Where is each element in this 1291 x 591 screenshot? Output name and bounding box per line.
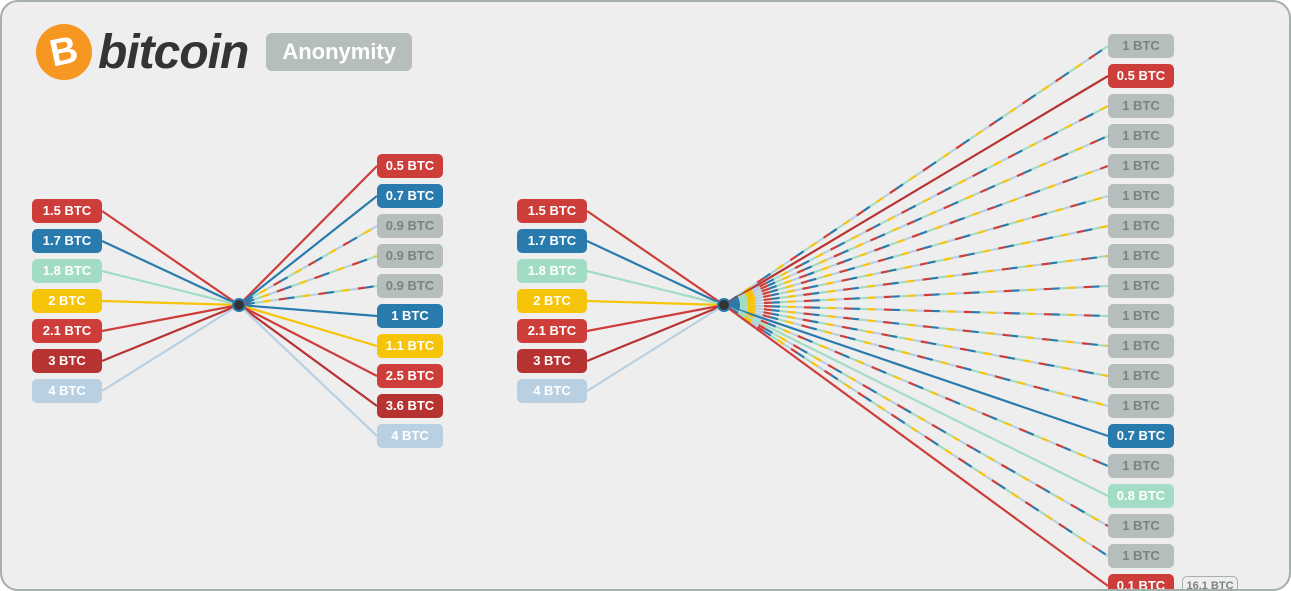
amount-pill: 1 BTC — [1108, 34, 1174, 58]
subtitle-badge: Anonymity — [266, 33, 412, 71]
amount-pill: 1.1 BTC — [377, 334, 443, 358]
amount-pill: 1 BTC — [1108, 514, 1174, 538]
amount-pill: 0.1 BTC — [1108, 574, 1174, 591]
amount-pill: 1 BTC — [1108, 244, 1174, 268]
amount-pill: 0.9 BTC — [377, 244, 443, 268]
amount-pill: 1 BTC — [1108, 274, 1174, 298]
amount-pill: 1.7 BTC — [32, 229, 102, 253]
amount-pill: 1 BTC — [1108, 94, 1174, 118]
amount-pill: 1 BTC — [1108, 214, 1174, 238]
amount-pill: 1.5 BTC — [32, 199, 102, 223]
mixing-node — [718, 299, 730, 311]
bitcoin-logo-glyph: B — [46, 28, 82, 76]
amount-pill: 1 BTC — [1108, 454, 1174, 478]
amount-pill: 3.6 BTC — [377, 394, 443, 418]
amount-pill: 3 BTC — [517, 349, 587, 373]
mixing-node — [233, 299, 245, 311]
amount-pill: 1.8 BTC — [32, 259, 102, 283]
bitcoin-logo-icon: B — [31, 19, 97, 85]
amount-pill: 0.7 BTC — [1108, 424, 1174, 448]
amount-pill: 0.9 BTC — [377, 214, 443, 238]
amount-pill: 2.1 BTC — [517, 319, 587, 343]
amount-pill: 1.5 BTC — [517, 199, 587, 223]
amount-pill: 1.7 BTC — [517, 229, 587, 253]
amount-pill: 1 BTC — [1108, 364, 1174, 388]
amount-pill: 0.8 BTC — [1108, 484, 1174, 508]
amount-pill: 4 BTC — [517, 379, 587, 403]
amount-pill: 1 BTC — [1108, 154, 1174, 178]
amount-pill: 0.5 BTC — [377, 154, 443, 178]
amount-pill: 0.7 BTC — [377, 184, 443, 208]
amount-pill: 1 BTC — [1108, 304, 1174, 328]
sum-badge: 16.1 BTC — [1182, 576, 1238, 591]
amount-pill: 3 BTC — [32, 349, 102, 373]
diagram-canvas: B bitcoin Anonymity 1.5 BTC 1.7 BTC 1.8 BT… — [0, 0, 1291, 591]
amount-pill: 2 BTC — [32, 289, 102, 313]
amount-pill: 1 BTC — [1108, 334, 1174, 358]
amount-pill: 0.5 BTC — [1108, 64, 1174, 88]
amount-pill: 2 BTC — [517, 289, 587, 313]
brand-text: bitcoin — [98, 25, 248, 80]
amount-pill: 1.8 BTC — [517, 259, 587, 283]
amount-pill: 1 BTC — [1108, 544, 1174, 568]
header: B bitcoin Anonymity — [36, 24, 412, 80]
amount-pill: 2.1 BTC — [32, 319, 102, 343]
amount-pill: 4 BTC — [32, 379, 102, 403]
connection-lines — [2, 2, 1291, 591]
amount-pill: 1 BTC — [1108, 124, 1174, 148]
amount-pill: 4 BTC — [377, 424, 443, 448]
amount-pill: 1 BTC — [377, 304, 443, 328]
amount-pill: 1 BTC — [1108, 184, 1174, 208]
amount-pill: 0.9 BTC — [377, 274, 443, 298]
amount-pill: 1 BTC — [1108, 394, 1174, 418]
amount-pill: 2.5 BTC — [377, 364, 443, 388]
